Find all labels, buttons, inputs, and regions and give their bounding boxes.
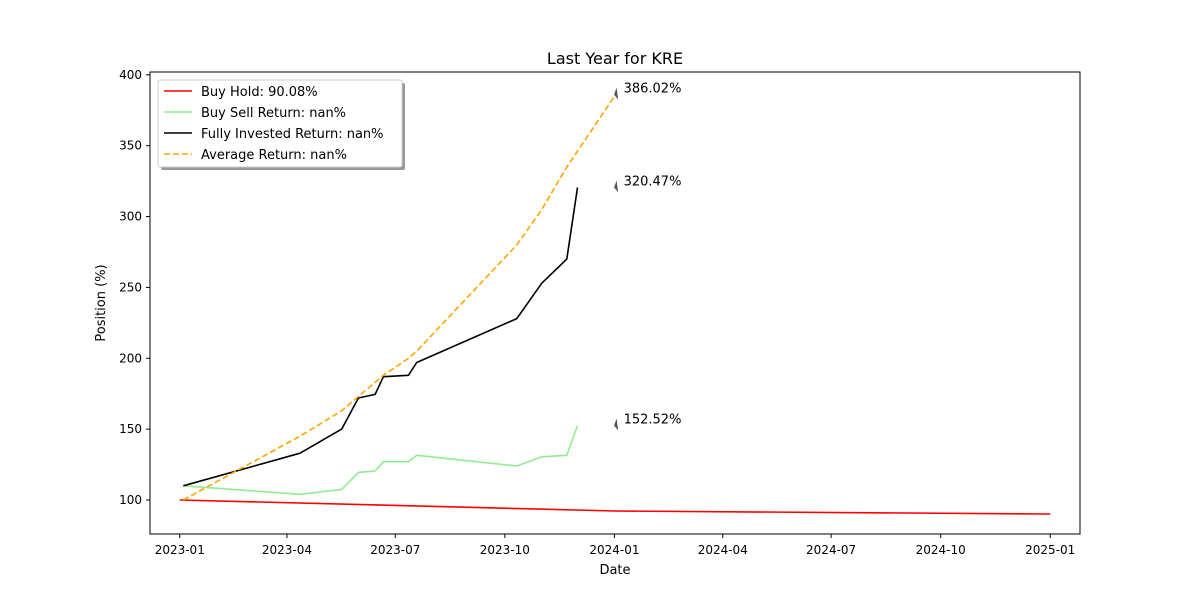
y-tick-label: 200 <box>119 351 142 365</box>
annotation-label: 152.52% <box>624 413 682 428</box>
annotation-label: 386.02% <box>624 82 682 97</box>
y-tick-label: 150 <box>119 422 142 436</box>
x-tick-label: 2023-10 <box>480 543 530 557</box>
annotation-arrow <box>614 418 619 431</box>
legend-box <box>157 79 403 168</box>
series-line-3 <box>183 187 579 487</box>
x-tick-label: 2024-04 <box>698 543 748 557</box>
annotations: 386.02% 320.47% 152.52% <box>614 82 681 431</box>
series-line-1 <box>179 499 1051 515</box>
x-axis-label: Date <box>599 563 630 578</box>
annotation-arrow <box>614 180 619 193</box>
legend-label: Average Return: nan% <box>201 148 347 163</box>
plot-frame <box>149 71 1081 535</box>
legend-label: Buy Hold: 90.08% <box>201 85 318 100</box>
x-tick-label: 2023-04 <box>262 543 312 557</box>
x-tick-label: 2024-07 <box>806 543 856 557</box>
x-tick-label: 2025-01 <box>1025 543 1075 557</box>
x-tick-label: 2024-10 <box>916 543 966 557</box>
y-axis-label: Position (%) <box>94 264 109 341</box>
x-tick-label: 2024-01 <box>589 543 639 557</box>
annotation-arrow <box>614 87 619 100</box>
series-line-2 <box>183 425 579 496</box>
chart-title: Last Year for KRE <box>547 49 683 68</box>
legend: Buy Hold: 90.08% Buy Sell Return: nan% Ful… <box>157 79 405 170</box>
x-axis: 2023-01 2023-04 2023-07 2023-10 2024-01 2024-… <box>155 534 1075 557</box>
x-tick-label: 2023-01 <box>155 543 205 557</box>
series-lines <box>179 94 1051 515</box>
legend-label: Fully Invested Return: nan% <box>201 127 384 142</box>
legend-label: Buy Sell Return: nan% <box>201 106 346 121</box>
y-tick-label: 300 <box>119 210 142 224</box>
annotation-label: 320.47% <box>624 175 682 190</box>
x-tick-label: 2023-07 <box>370 543 420 557</box>
y-axis: 100 150 200 250 300 350 400 <box>119 68 150 507</box>
y-tick-label: 250 <box>119 280 142 294</box>
y-tick-label: 400 <box>119 68 142 82</box>
y-tick-label: 100 <box>119 493 142 507</box>
series-line-4 <box>182 94 617 501</box>
y-tick-label: 350 <box>119 139 142 153</box>
